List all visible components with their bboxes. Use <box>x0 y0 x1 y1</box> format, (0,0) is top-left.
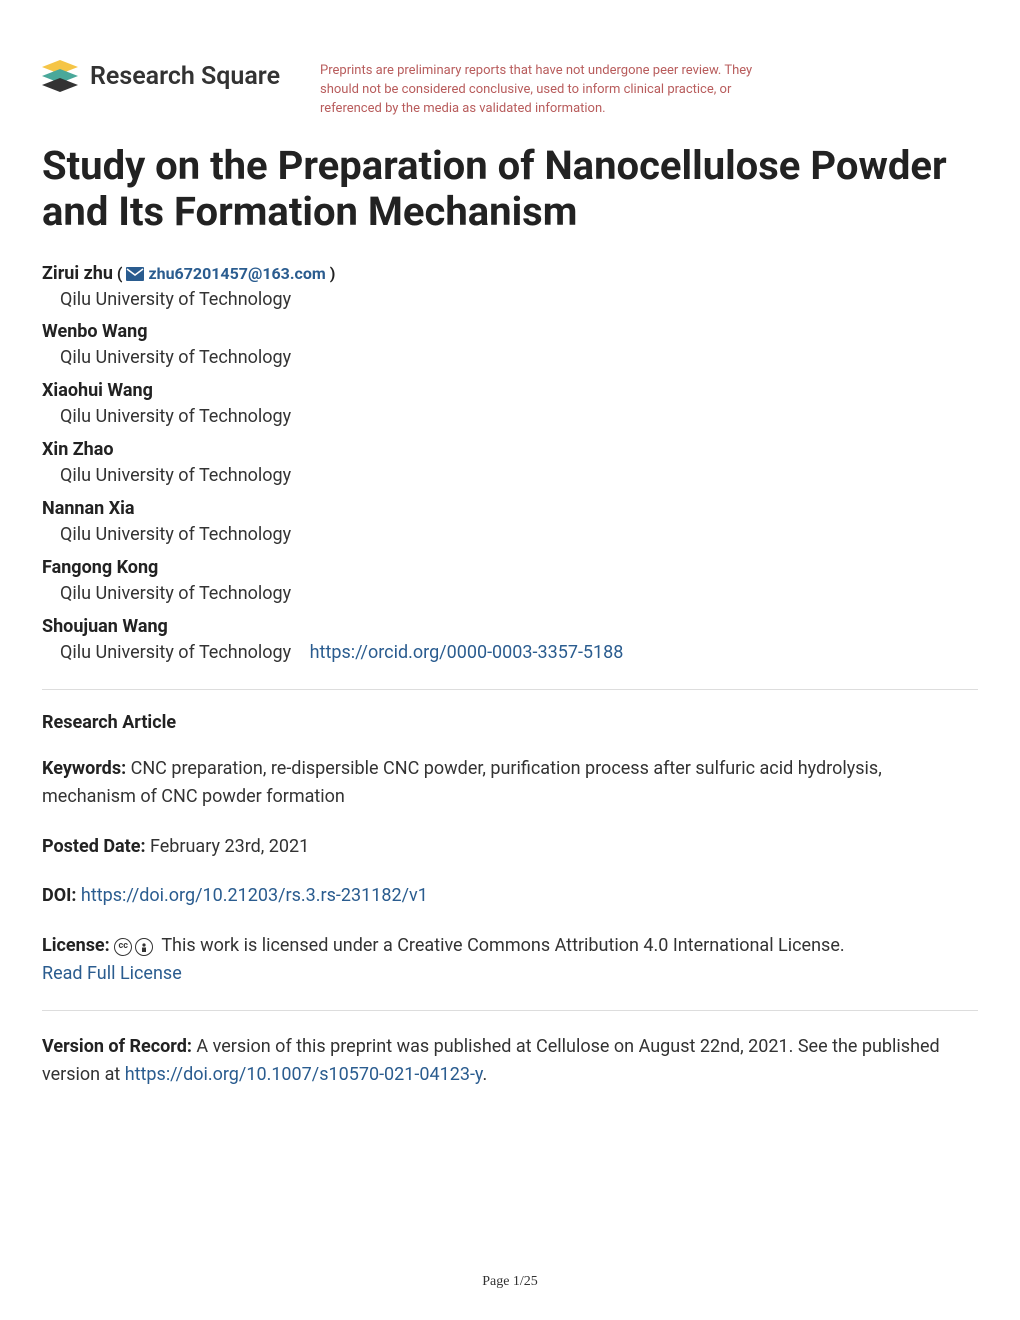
keywords-row: Keywords: CNC preparation, re-dispersibl… <box>42 755 978 811</box>
by-icon <box>135 938 153 956</box>
author-affiliation: Qilu University of Technology <box>60 403 978 431</box>
posted-date-label: Posted Date: <box>42 836 146 857</box>
author-name: Shoujuan Wang <box>42 616 168 637</box>
author-name: Wenbo Wang <box>42 321 148 342</box>
author-block: Zirui zhu ( zhu67201457@163.com ) Qilu U… <box>42 263 978 314</box>
correspondent-email[interactable]: zhu67201457@163.com <box>148 264 325 283</box>
author-block: Wenbo Wang Qilu University of Technology <box>42 321 978 372</box>
license-link[interactable]: Read Full License <box>42 963 182 984</box>
doi-link[interactable]: https://doi.org/10.21203/rs.3.rs-231182/… <box>76 885 427 906</box>
logo-text: Research Square <box>90 62 280 91</box>
license-row: License: cc This work is licensed under … <box>42 932 978 988</box>
divider <box>42 1010 978 1011</box>
license-label: License: <box>42 935 110 956</box>
version-link[interactable]: https://doi.org/10.1007/s10570-021-04123… <box>125 1064 483 1085</box>
cc-icon: cc <box>114 938 132 956</box>
author-block: Shoujuan Wang Qilu University of Technol… <box>42 616 978 667</box>
logo: Research Square <box>42 60 280 92</box>
version-label: Version of Record: <box>42 1036 192 1057</box>
authors-list: Zirui zhu ( zhu67201457@163.com ) Qilu U… <box>42 263 978 667</box>
paren: ) <box>330 264 336 283</box>
author-name: Nannan Xia <box>42 498 135 519</box>
author-affiliation: Qilu University of Technology <box>60 462 978 490</box>
author-block: Fangong Kong Qilu University of Technolo… <box>42 557 978 608</box>
author-name: Zirui zhu <box>42 263 113 284</box>
keywords-text: CNC preparation, re-dispersible CNC powd… <box>42 758 882 807</box>
article-title: Study on the Preparation of Nanocellulos… <box>42 143 978 235</box>
author-name: Xiaohui Wang <box>42 380 153 401</box>
disclaimer-text: Preprints are preliminary reports that h… <box>320 62 780 119</box>
author-affiliation: Qilu University of Technology <box>60 521 978 549</box>
doi-label: DOI: <box>42 885 76 906</box>
divider <box>42 689 978 690</box>
article-type: Research Article <box>42 712 978 733</box>
author-affiliation: Qilu University of Technology <box>60 580 978 608</box>
author-block: Xiaohui Wang Qilu University of Technolo… <box>42 380 978 431</box>
doi-row: DOI: https://doi.org/10.21203/rs.3.rs-23… <box>42 882 978 910</box>
author-affiliation: Qilu University of Technology <box>60 344 978 372</box>
version-of-record-row: Version of Record: A version of this pre… <box>42 1033 978 1089</box>
author-block: Xin Zhao Qilu University of Technology <box>42 439 978 490</box>
author-affiliation: Qilu University of Technology <box>60 286 978 314</box>
posted-date-row: Posted Date: February 23rd, 2021 <box>42 833 978 861</box>
license-text: This work is licensed under a Creative C… <box>157 935 844 956</box>
version-period: . <box>483 1064 488 1085</box>
author-name: Fangong Kong <box>42 557 158 578</box>
cc-icons: cc <box>114 938 153 956</box>
author-affiliation-row: Qilu University of Technology https://or… <box>60 639 978 667</box>
research-square-logo-icon <box>42 60 78 92</box>
page-footer: Page 1/25 <box>0 1274 1020 1290</box>
paren: ( <box>117 264 127 283</box>
orcid-link[interactable]: https://orcid.org/0000-0003-3357-5188 <box>310 642 624 663</box>
email-icon <box>126 266 144 280</box>
author-block: Nannan Xia Qilu University of Technology <box>42 498 978 549</box>
author-affiliation: Qilu University of Technology <box>60 642 291 663</box>
posted-date-value: February 23rd, 2021 <box>146 836 310 857</box>
author-name: Xin Zhao <box>42 439 114 460</box>
keywords-label: Keywords: <box>42 758 126 779</box>
header-row: Research Square Preprints are preliminar… <box>42 60 978 119</box>
